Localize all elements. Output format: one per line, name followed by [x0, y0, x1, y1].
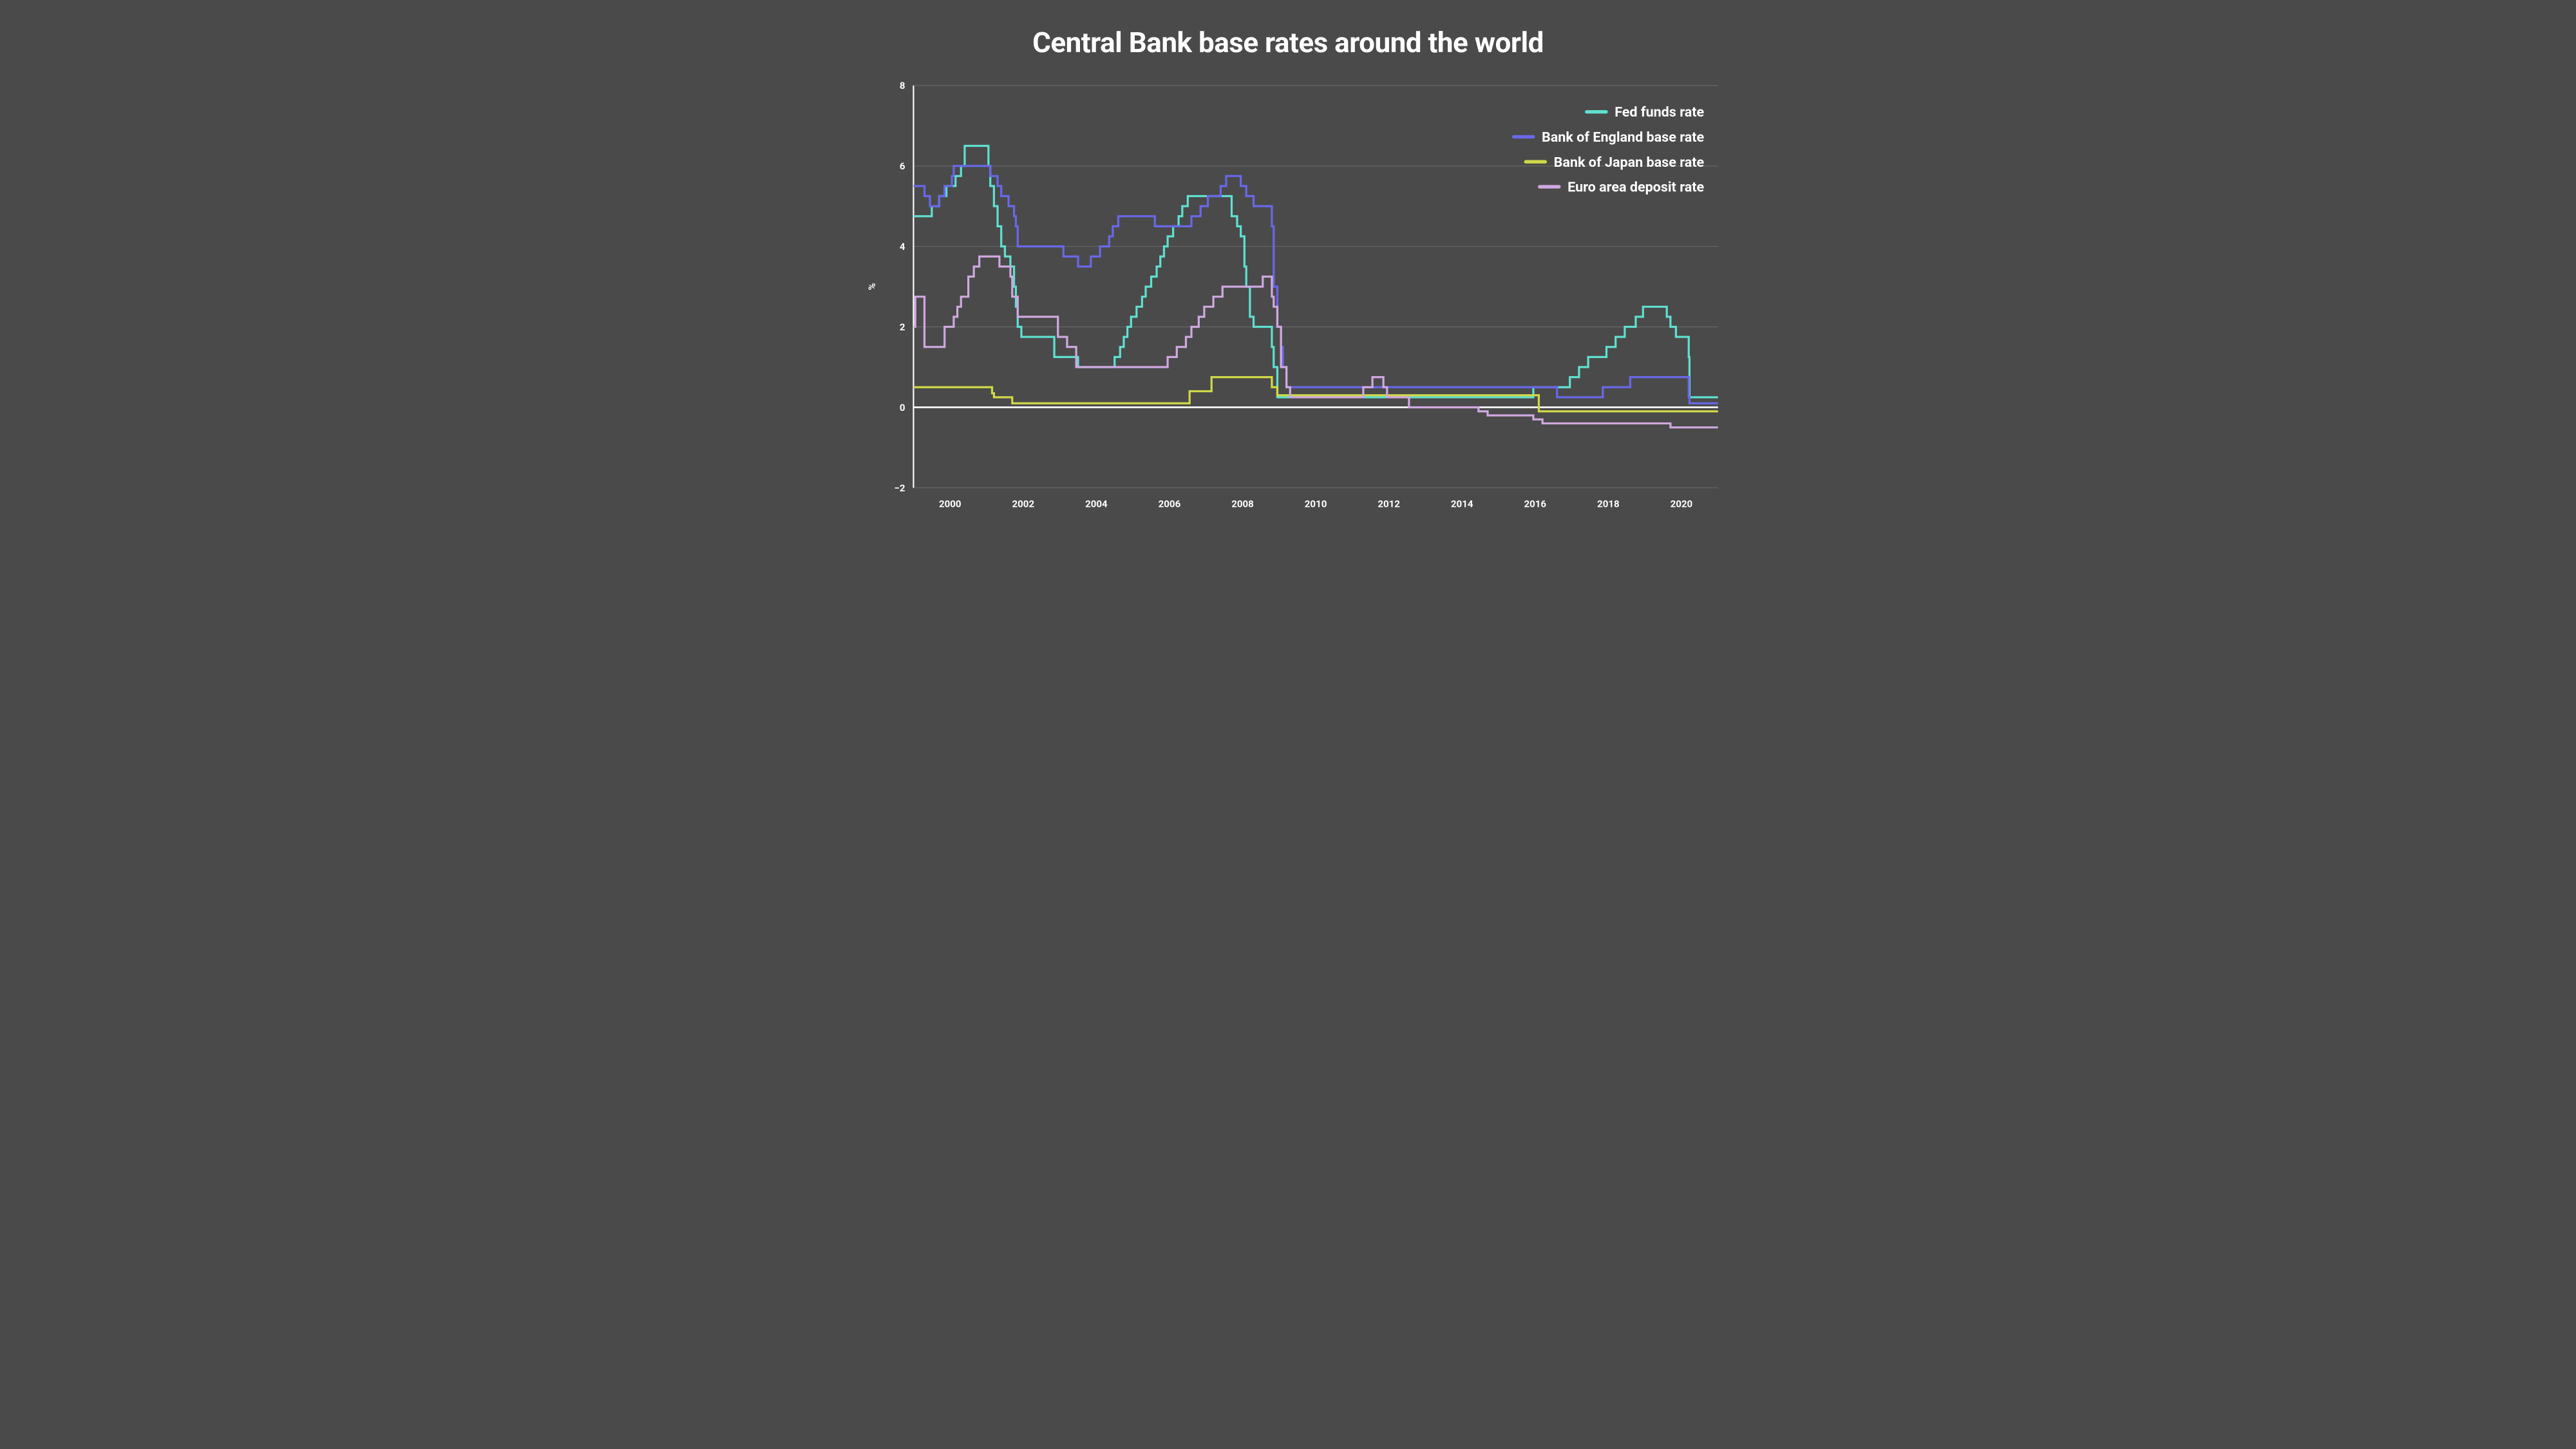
y-tick-label: −2	[895, 482, 905, 494]
series-line	[913, 256, 1718, 427]
y-tick-label: 0	[900, 402, 905, 413]
x-tick-label: 2016	[1524, 498, 1546, 510]
y-tick-label: 2	[900, 321, 905, 333]
legend-label: Bank of England base rate	[1542, 129, 1704, 146]
x-tick-label: 2020	[1671, 498, 1693, 510]
series-line	[913, 377, 1718, 412]
x-tick-label: 2000	[939, 498, 961, 510]
chart-title: Central Bank base rates around the world	[1032, 26, 1544, 59]
y-tick-label: 4	[900, 241, 905, 252]
x-tick-label: 2006	[1159, 498, 1181, 510]
x-tick-label: 2014	[1451, 498, 1473, 510]
legend-label: Fed funds rate	[1615, 104, 1704, 120]
y-axis-label: %	[866, 283, 878, 290]
legend-label: Bank of Japan base rate	[1554, 155, 1705, 171]
x-tick-label: 2010	[1305, 498, 1327, 510]
chart-container: −2 0 2 4 6 8% 2000 2002 2004 2006 2008 2010 2012 2014…	[837, 79, 1739, 529]
chart-svg: −2 0 2 4 6 8% 2000 2002 2004 2006 2008 2010 2012 2014…	[837, 79, 1739, 529]
x-tick-label: 2002	[1012, 498, 1035, 510]
x-tick-label: 2008	[1231, 498, 1254, 510]
legend-label: Euro area deposit rate	[1567, 180, 1704, 196]
x-tick-label: 2012	[1378, 498, 1400, 510]
x-tick-label: 2018	[1597, 498, 1620, 510]
y-tick-label: 8	[900, 80, 905, 91]
x-tick-label: 2004	[1085, 498, 1108, 510]
y-tick-label: 6	[900, 160, 905, 172]
series-line	[913, 166, 1718, 404]
